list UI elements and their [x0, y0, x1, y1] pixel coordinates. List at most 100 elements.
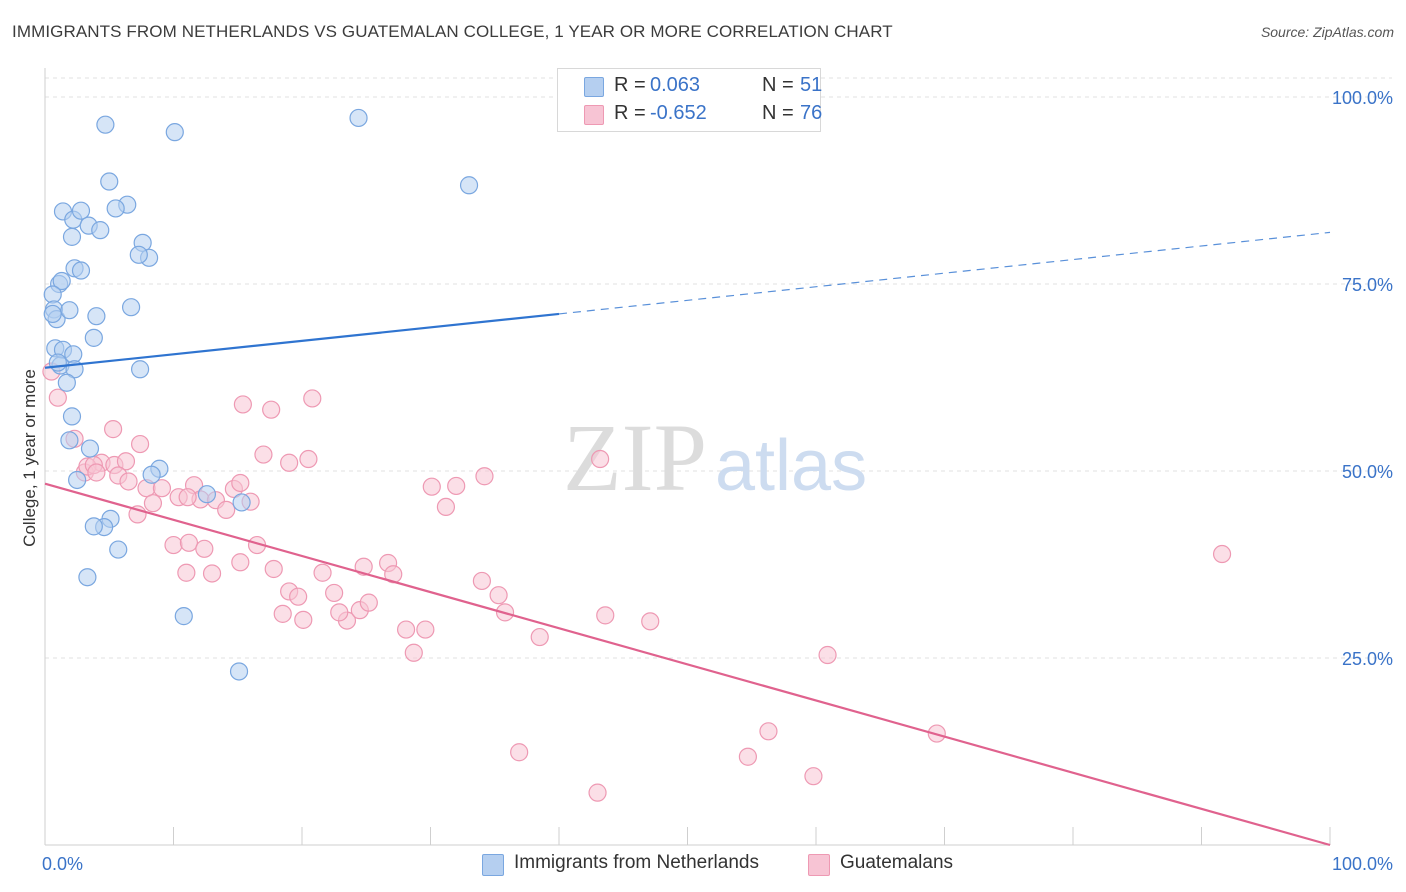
y-tick-label: 75.0%	[1342, 275, 1393, 295]
guatemalan-point	[436, 497, 456, 517]
guatemalan-point	[264, 559, 283, 579]
netherlands-point	[459, 176, 479, 195]
netherlands-point	[43, 304, 62, 324]
guatemalan-point	[233, 395, 252, 414]
guatemalan-point	[759, 722, 778, 741]
guatemalan-point	[804, 767, 823, 786]
y-tick-label: 50.0%	[1342, 462, 1393, 482]
x-tick-label: 100.0%	[1332, 854, 1393, 874]
legend-r-value: 0.063	[650, 74, 701, 96]
guatemalan-point	[273, 604, 292, 623]
legend-label-guatemalans: Guatemalans	[840, 852, 954, 873]
guatemalan-point	[325, 583, 344, 603]
netherlands-point	[84, 328, 103, 347]
guatemalan-point	[87, 463, 106, 482]
guatemalan-point	[143, 494, 163, 513]
netherlands-point	[52, 271, 71, 291]
y-tick-label: 100.0%	[1332, 88, 1393, 108]
legend-n-label: N =	[762, 74, 794, 96]
netherlands-point	[62, 227, 82, 246]
guatemalan-point	[104, 420, 123, 439]
netherlands-point	[68, 470, 87, 490]
guatemalan-point	[195, 539, 214, 558]
netherlands-point	[174, 607, 193, 626]
guatemalan-point	[217, 500, 236, 519]
netherlands-point	[60, 431, 79, 450]
netherlands-point	[229, 662, 249, 681]
guatemalan-point	[591, 449, 610, 469]
netherlands-point	[78, 568, 97, 587]
netherlands-point	[349, 108, 368, 128]
guatemalan-point	[48, 388, 67, 407]
guatemalan-point	[152, 479, 172, 498]
legend-swatch-pink	[584, 105, 604, 125]
guatemalan-point	[530, 627, 549, 647]
netherlands-point	[80, 439, 100, 458]
legend-n-label: N =	[762, 102, 794, 124]
guatemalan-point	[116, 452, 136, 471]
netherlands-point	[197, 485, 217, 504]
netherlands-point	[100, 172, 119, 191]
axis-layer	[44, 68, 1331, 846]
trend-lines	[44, 231, 1331, 847]
guatemalan-point	[254, 445, 273, 464]
guatemalan-point	[818, 645, 837, 665]
legend-r-label: R =	[614, 74, 646, 96]
netherlands-point	[57, 373, 76, 392]
guatemalan-point	[1212, 544, 1232, 564]
netherlands-point	[96, 115, 115, 134]
netherlands-point	[106, 199, 125, 218]
guatemalan-point	[178, 488, 197, 507]
guatemalan-point	[472, 571, 491, 591]
legend-n-value: 51	[800, 74, 823, 96]
watermark-zip: ZIP	[563, 404, 707, 511]
legend-r-label: R =	[614, 102, 646, 124]
netherlands-point	[121, 298, 141, 317]
guatemalan-point	[179, 533, 199, 552]
netherlands-point	[43, 285, 62, 304]
netherlands-point	[165, 123, 184, 142]
guatemalan-point	[641, 612, 660, 631]
guatemalan-point	[510, 743, 529, 762]
netherlands-point	[130, 360, 150, 379]
netherlands-points	[43, 108, 479, 681]
netherlands-trend-extension	[558, 231, 1331, 315]
netherlands-point	[48, 353, 67, 372]
y-axis-label: College, 1 year or more	[20, 369, 39, 547]
netherlands-point	[71, 201, 91, 220]
netherlands-point	[142, 465, 161, 484]
watermark: ZIP atlas	[563, 404, 867, 511]
netherlands-trend-line	[44, 312, 560, 369]
grid-layer	[45, 77, 1392, 659]
guatemalan-point	[119, 472, 138, 491]
guatemalan-point	[588, 783, 607, 802]
legend-n-value: 76	[800, 102, 823, 124]
guatemalan-point	[475, 467, 494, 486]
chart-title: IMMIGRANTS FROM NETHERLANDS VS GUATEMALA…	[12, 22, 893, 41]
guatemalan-point	[177, 563, 196, 582]
guatemalan-point	[422, 477, 441, 496]
axis-labels: 25.0% 50.0% 75.0% 100.0% 0.0% 100.0% College, …	[20, 88, 1393, 874]
x-tick-label: 0.0%	[42, 854, 83, 874]
correlation-legend: R = 0.063 N = 51 R = -0.652 N = 76	[557, 68, 823, 132]
guatemalan-point	[359, 593, 378, 612]
guatemalan-point	[313, 563, 332, 582]
guatemalan-point	[489, 586, 508, 605]
legend-swatch-pink	[808, 854, 830, 876]
guatemalan-point	[289, 587, 308, 606]
netherlands-point	[87, 307, 106, 326]
legend-r-value: -0.652	[650, 102, 707, 124]
netherlands-point	[91, 221, 110, 240]
guatemalan-point	[404, 643, 423, 662]
netherlands-point	[232, 493, 251, 512]
guatemalan-point	[280, 453, 299, 472]
netherlands-point	[109, 540, 128, 559]
guatemalans-trend-line	[44, 482, 1331, 847]
watermark-atlas: atlas	[715, 426, 867, 506]
guatemalan-point	[202, 564, 222, 583]
guatemalan-point	[416, 620, 435, 639]
guatemalan-point	[262, 400, 281, 419]
guatemalan-point	[596, 606, 615, 625]
y-tick-label: 25.0%	[1342, 649, 1393, 669]
